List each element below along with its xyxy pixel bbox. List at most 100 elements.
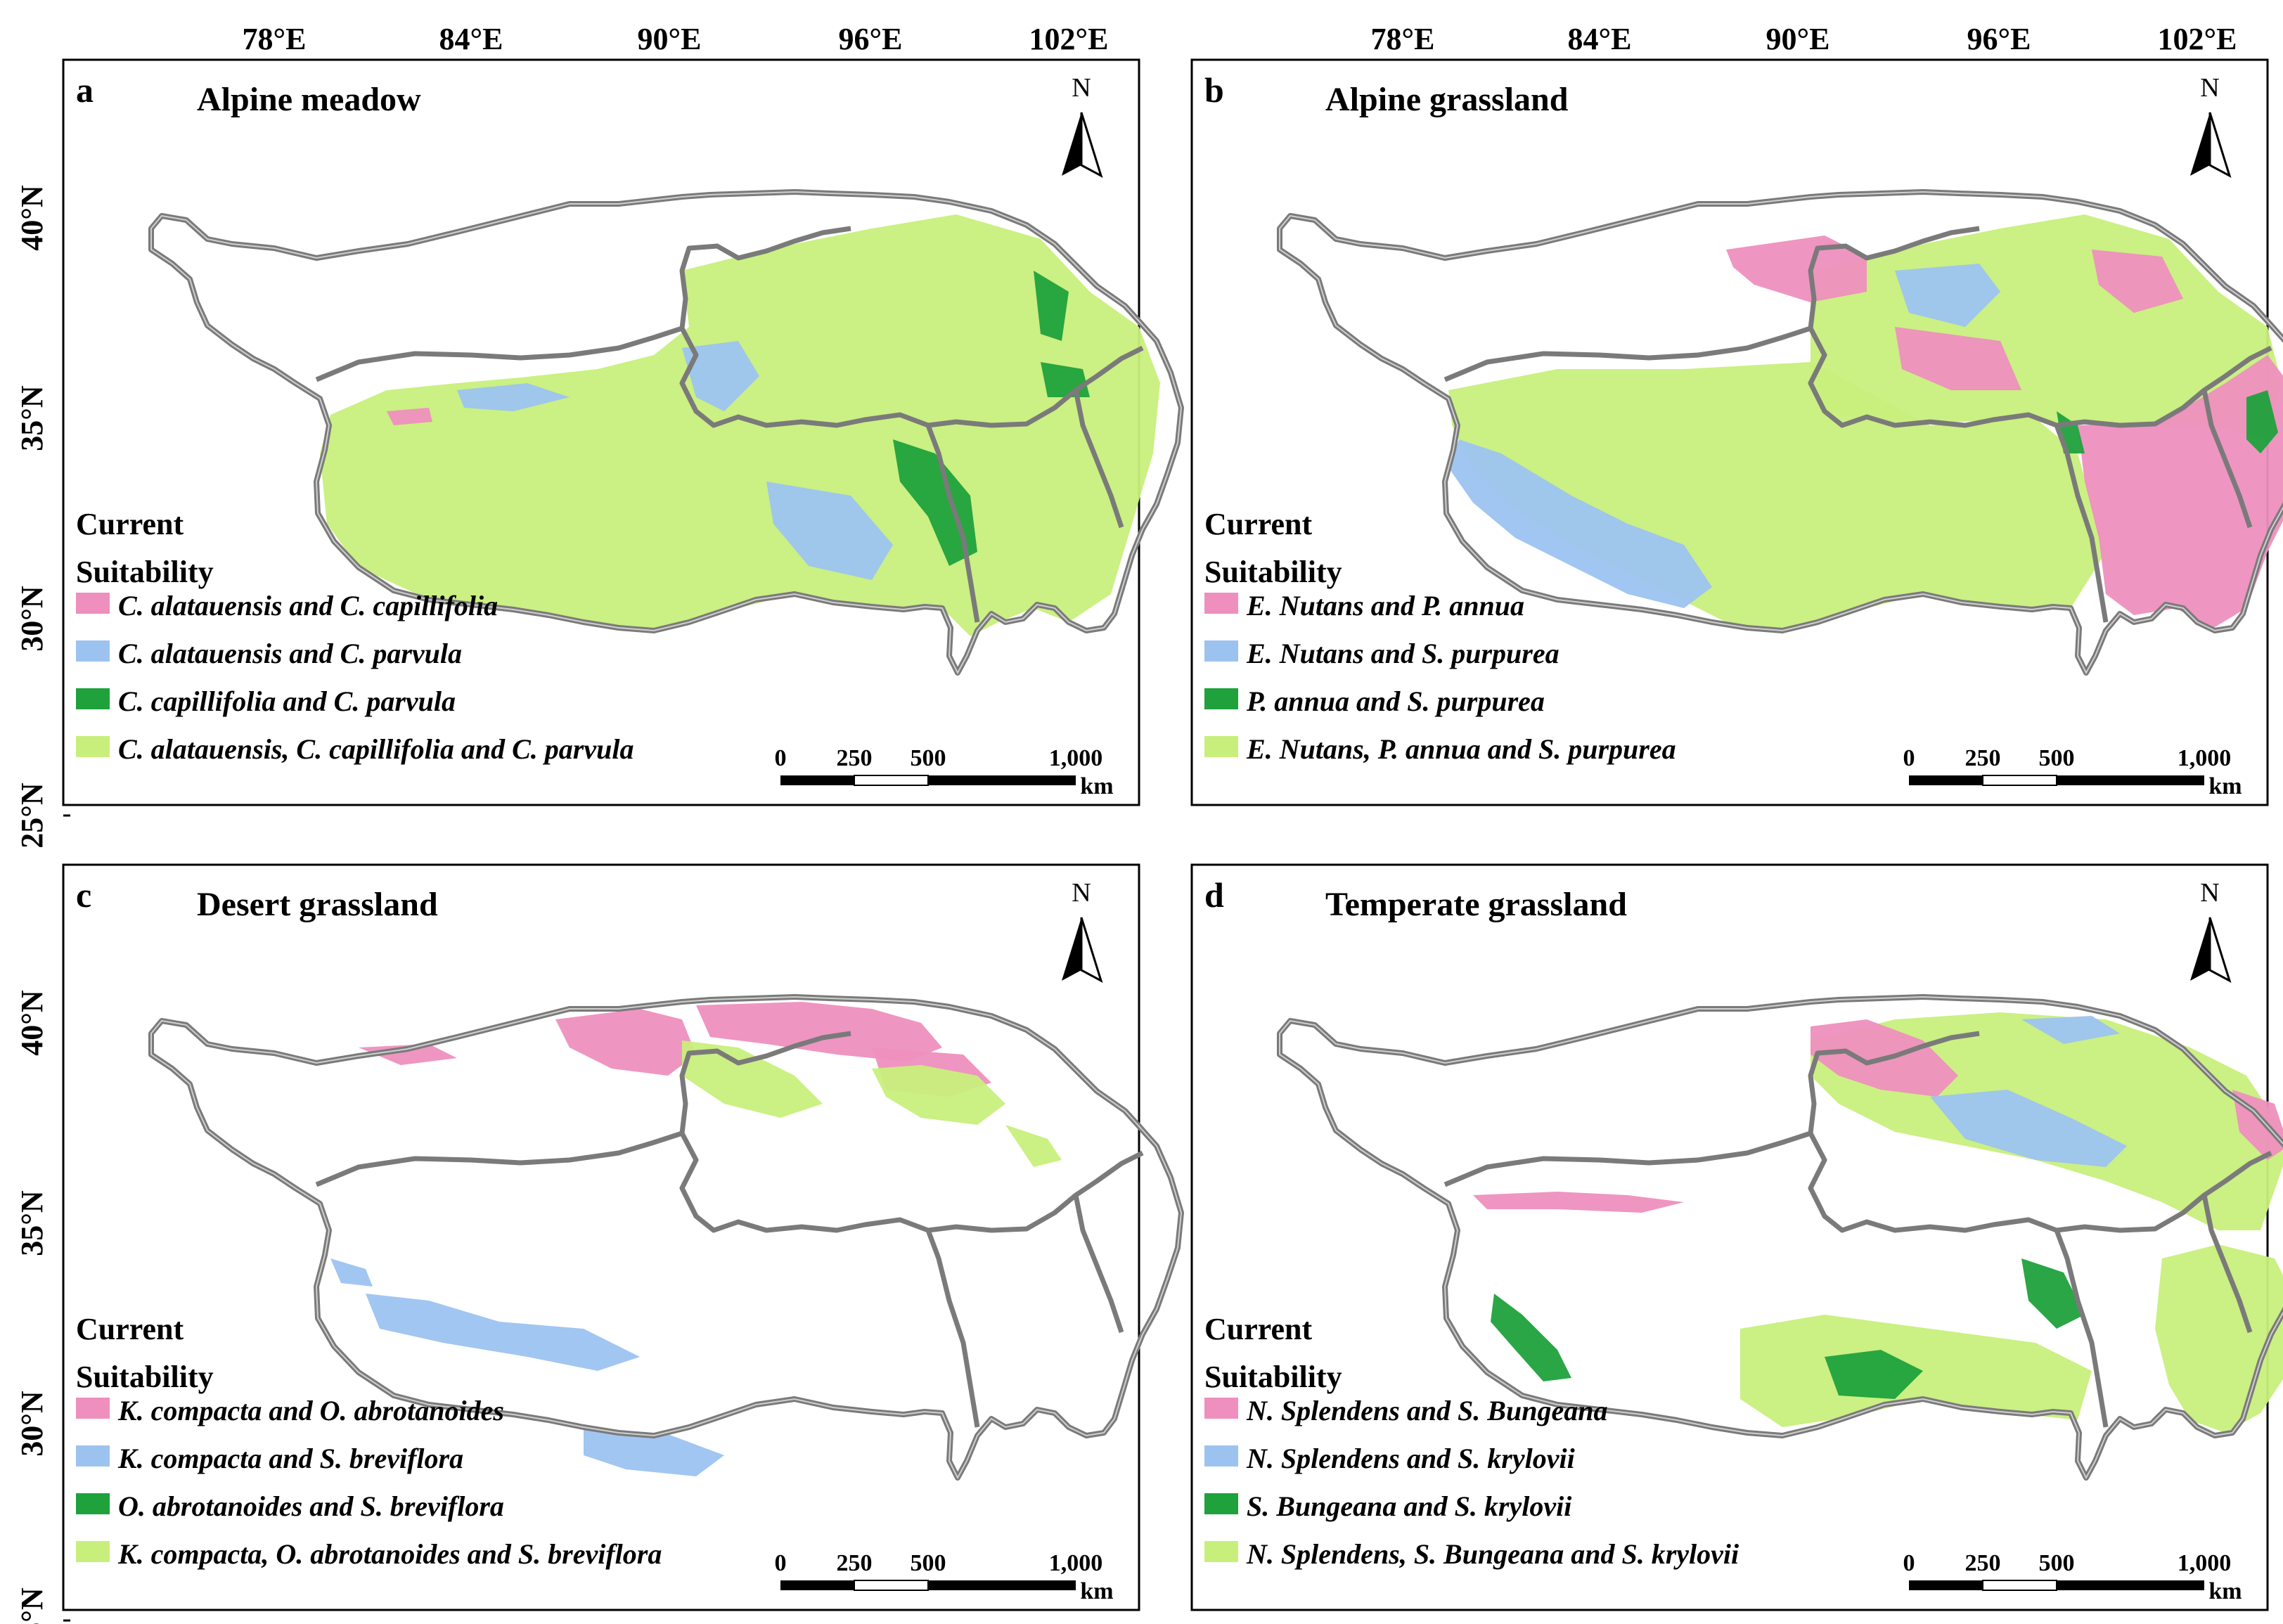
north-arrow-right-half [2208,112,2232,179]
panel-title: Desert grassland [197,886,438,923]
suitability-region [1930,1090,2127,1167]
scale-segment [928,1580,1076,1590]
suitability-region [1895,264,2000,327]
legend-item-label: K. compacta and O. abrotanoides [117,1395,504,1426]
legend-item-label: C. alatauensis and C. capillifolia [118,590,498,621]
scale-segment [1909,1580,1983,1590]
suitability-region [1726,236,1867,302]
legend-swatch [1204,1541,1238,1562]
suitability-regions [330,1002,1062,1476]
legend-heading: Current Suitability [76,507,214,589]
legend-swatch [1204,1493,1238,1514]
scale-segment [854,775,929,786]
suitability-region [2246,390,2278,453]
legend-heading-line: Suitability [1204,1360,1342,1394]
suitability-region [766,482,893,580]
longitude-tick-label: 90°E [638,22,702,56]
panel-title: Temperate grassland [1325,886,1627,923]
north-arrow-icon: N [2190,73,2232,179]
legend-swatch [1204,1398,1238,1419]
scale-label: 250 [1965,745,2001,771]
north-label: N [1072,878,1091,908]
suitability-region [555,1009,696,1076]
legend-item-label: N. Splendens, S. Bungeana and S. krylovi… [1246,1538,1739,1570]
scale-segment [2057,1580,2204,1590]
longitude-tick-label: 84°E [1568,22,1632,56]
legend-heading-line: Current [76,507,184,541]
scale-label: 0 [775,1550,787,1576]
legend-item-label: P. annua and S. purpurea [1246,685,1545,717]
suitability-region [1034,271,1069,341]
legend-item-label: K. compacta, O. abrotanoides and S. brev… [117,1538,662,1570]
latitude-tick-label: 30°N [15,586,49,652]
suitability-region [366,1294,640,1371]
scale-unit: km [1080,773,1113,799]
longitude-tick-label: 102°E [2158,22,2237,56]
suitability-region [1825,1350,1923,1399]
suitability-region [1473,1192,1684,1213]
longitude-tick-label: 90°E [1766,22,1830,56]
legend-item-label: N. Splendens and S. Bungeana [1246,1395,1607,1426]
legend-swatch [76,1493,110,1514]
legend-heading-line: Suitability [1204,555,1342,589]
north-label: N [1072,73,1091,103]
scale-label: 500 [911,1550,946,1576]
suitability-region [893,439,977,566]
suitability-region [2021,1258,2085,1329]
legend-item-label: C. capillifolia and C. parvula [118,685,456,717]
longitude-tick-label: 96°E [839,22,903,56]
suitability-regions [1473,1012,2283,1433]
north-arrow-icon: N [1062,73,1103,179]
scale-label: 250 [1965,1550,2001,1576]
north-label: N [2200,73,2219,103]
panel-label: c [76,875,91,915]
suitability-region [359,1044,457,1065]
suitability-region [696,1002,942,1062]
panel-frame [1190,863,2269,1611]
legend-swatch [76,736,110,757]
panel-label: a [76,70,94,110]
legend-item-label: C. alatauensis, C. capillifolia and C. p… [118,733,634,765]
north-arrow-left-half [1062,112,1081,176]
north-arrow-left-half [1062,917,1081,981]
longitude-tick-label: 78°E [243,22,307,56]
suitability-regions [1448,214,2283,631]
scale-segment [1982,775,2057,786]
legend-item-label: C. alatauensis and C. parvula [118,638,462,669]
latitude-tick-label: 30°N [15,1391,49,1457]
legend-heading-line: Suitability [76,555,214,589]
latitude-tick-label: 40°N [15,990,49,1056]
suitability-region [1005,1125,1062,1167]
scale-unit: km [2208,773,2242,799]
legend-swatch [76,1541,110,1562]
panel-title: Alpine grassland [1325,81,1569,118]
scale-label: 0 [775,745,787,771]
legend-item-label: N. Splendens and S. krylovii [1246,1443,1575,1474]
scale-segment [854,1580,929,1591]
suitability-region [2021,1016,2120,1044]
suitability-region [1491,1294,1571,1381]
suitability-region [387,408,432,425]
legend-heading: Current Suitability [76,1312,214,1394]
suitability-region [584,1427,724,1476]
legend-item-label: K. compacta and S. breviflora [117,1443,463,1474]
legend-swatch [76,1398,110,1419]
legend-heading-line: Current [1204,507,1313,541]
scale-unit: km [1080,1578,1113,1604]
legend-swatch [76,593,110,614]
legend-swatch [1204,688,1238,709]
suitability-regions [320,214,1160,636]
panel-label: d [1204,875,1224,915]
north-arrow-right-half [1080,917,1103,984]
scale-unit: km [2208,1578,2242,1604]
scale-label: 1,000 [2178,745,2232,771]
latitude-tick-label: 40°N [15,185,49,251]
